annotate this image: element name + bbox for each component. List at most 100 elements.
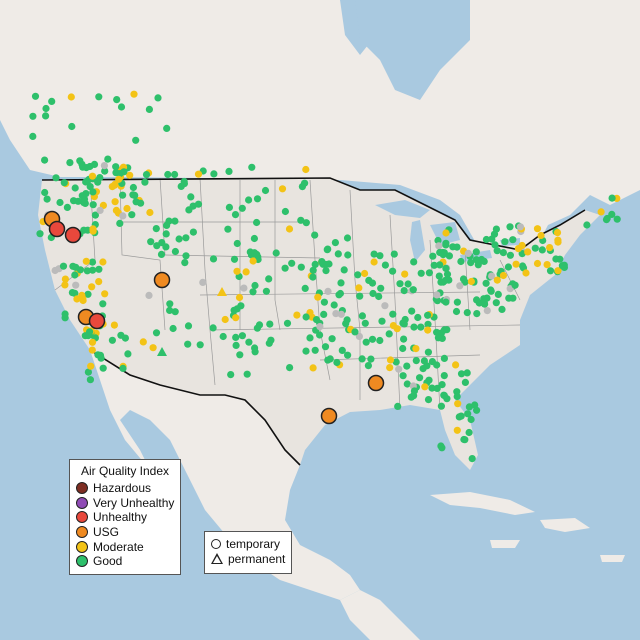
station-dot[interactable] — [410, 323, 418, 331]
station-dot[interactable] — [112, 163, 120, 171]
station-dot[interactable] — [86, 183, 94, 191]
station-dot[interactable] — [409, 286, 417, 294]
station-dot[interactable] — [439, 251, 447, 259]
station-dot[interactable] — [456, 282, 464, 290]
station-dot[interactable] — [96, 206, 104, 214]
station-dot[interactable] — [465, 403, 473, 411]
station-dot[interactable] — [433, 361, 441, 369]
station-dot[interactable] — [309, 266, 317, 274]
station-markers[interactable] — [29, 90, 621, 463]
station-dot[interactable] — [424, 320, 432, 328]
station-dot[interactable] — [468, 455, 476, 463]
station-dot[interactable] — [61, 310, 69, 318]
station-dot[interactable] — [311, 260, 319, 268]
station-dot[interactable] — [108, 183, 116, 191]
station-dot[interactable] — [119, 191, 127, 199]
station-dot[interactable] — [608, 194, 616, 202]
station-dot[interactable] — [473, 406, 481, 414]
station-dot[interactable] — [146, 208, 154, 217]
station-dot[interactable] — [104, 155, 112, 163]
station-dot[interactable] — [457, 257, 465, 266]
station-dot[interactable] — [189, 228, 197, 236]
station-dot[interactable] — [145, 105, 153, 113]
station-dot[interactable] — [531, 244, 539, 252]
station-dot[interactable] — [253, 250, 261, 259]
station-dot[interactable] — [278, 185, 287, 193]
station-dot[interactable] — [74, 197, 82, 205]
station-dot[interactable] — [126, 171, 134, 179]
station-dot[interactable] — [245, 338, 253, 346]
station-marker-large[interactable] — [88, 312, 106, 330]
station-dot[interactable] — [473, 310, 481, 318]
station-dot[interactable] — [440, 391, 448, 399]
station-dot[interactable] — [423, 362, 431, 370]
permanent-station-marker[interactable] — [217, 287, 227, 296]
station-dot[interactable] — [368, 335, 377, 343]
station-dot[interactable] — [233, 239, 241, 248]
station-dot[interactable] — [110, 321, 118, 329]
station-dot[interactable] — [182, 234, 190, 242]
station-dot[interactable] — [169, 324, 177, 333]
station-dot[interactable] — [194, 200, 203, 208]
station-dot[interactable] — [389, 267, 397, 275]
station-dot[interactable] — [94, 178, 102, 186]
station-dot[interactable] — [558, 262, 567, 270]
station-dot[interactable] — [457, 370, 466, 378]
station-dot[interactable] — [89, 266, 97, 274]
station-dot[interactable] — [153, 242, 161, 250]
station-dot[interactable] — [483, 307, 491, 315]
station-dot[interactable] — [56, 198, 64, 207]
station-dot[interactable] — [199, 278, 207, 286]
station-dot[interactable] — [166, 306, 174, 314]
station-dot[interactable] — [358, 355, 366, 363]
station-dot[interactable] — [375, 292, 383, 301]
station-dot[interactable] — [464, 249, 472, 257]
station-dot[interactable] — [337, 279, 345, 287]
station-dot[interactable] — [171, 247, 179, 256]
station-dot[interactable] — [316, 331, 324, 339]
station-dot[interactable] — [361, 319, 369, 327]
station-dot[interactable] — [381, 261, 389, 269]
station-dot[interactable] — [233, 267, 241, 275]
station-dot[interactable] — [546, 244, 554, 252]
station-dot[interactable] — [249, 288, 257, 296]
station-dot[interactable] — [461, 278, 469, 286]
station-dot[interactable] — [553, 229, 562, 237]
station-dot[interactable] — [518, 250, 526, 258]
station-dot[interactable] — [399, 319, 407, 327]
station-dot[interactable] — [438, 444, 446, 452]
station-dot[interactable] — [283, 319, 292, 327]
station-dot[interactable] — [309, 364, 317, 372]
station-dot[interactable] — [95, 93, 103, 101]
station-dot[interactable] — [227, 371, 235, 379]
station-dot[interactable] — [129, 191, 137, 199]
station-dot[interactable] — [261, 186, 270, 195]
station-dot[interactable] — [139, 338, 147, 346]
station-dot[interactable] — [435, 242, 443, 250]
station-dot[interactable] — [31, 92, 40, 100]
station-marker-large[interactable] — [153, 271, 171, 289]
station-dot[interactable] — [130, 90, 138, 98]
station-dot[interactable] — [533, 259, 542, 268]
station-dot[interactable] — [501, 238, 509, 246]
station-dot[interactable] — [152, 225, 160, 233]
station-dot[interactable] — [120, 168, 128, 176]
station-dot[interactable] — [442, 264, 450, 272]
station-dot[interactable] — [583, 221, 591, 229]
station-dot[interactable] — [306, 334, 314, 342]
station-dot[interactable] — [473, 296, 481, 304]
station-dot[interactable] — [463, 309, 471, 317]
station-dot[interactable] — [421, 383, 429, 391]
station-dot[interactable] — [142, 171, 151, 179]
station-marker-large[interactable] — [367, 374, 385, 392]
station-dot[interactable] — [461, 378, 469, 386]
station-dot[interactable] — [416, 374, 424, 382]
station-dot[interactable] — [301, 179, 309, 187]
station-dot[interactable] — [225, 167, 233, 175]
station-dot[interactable] — [482, 279, 490, 287]
station-dot[interactable] — [435, 272, 443, 280]
station-dot[interactable] — [482, 235, 490, 244]
station-dot[interactable] — [453, 392, 461, 401]
station-dot[interactable] — [328, 335, 336, 343]
